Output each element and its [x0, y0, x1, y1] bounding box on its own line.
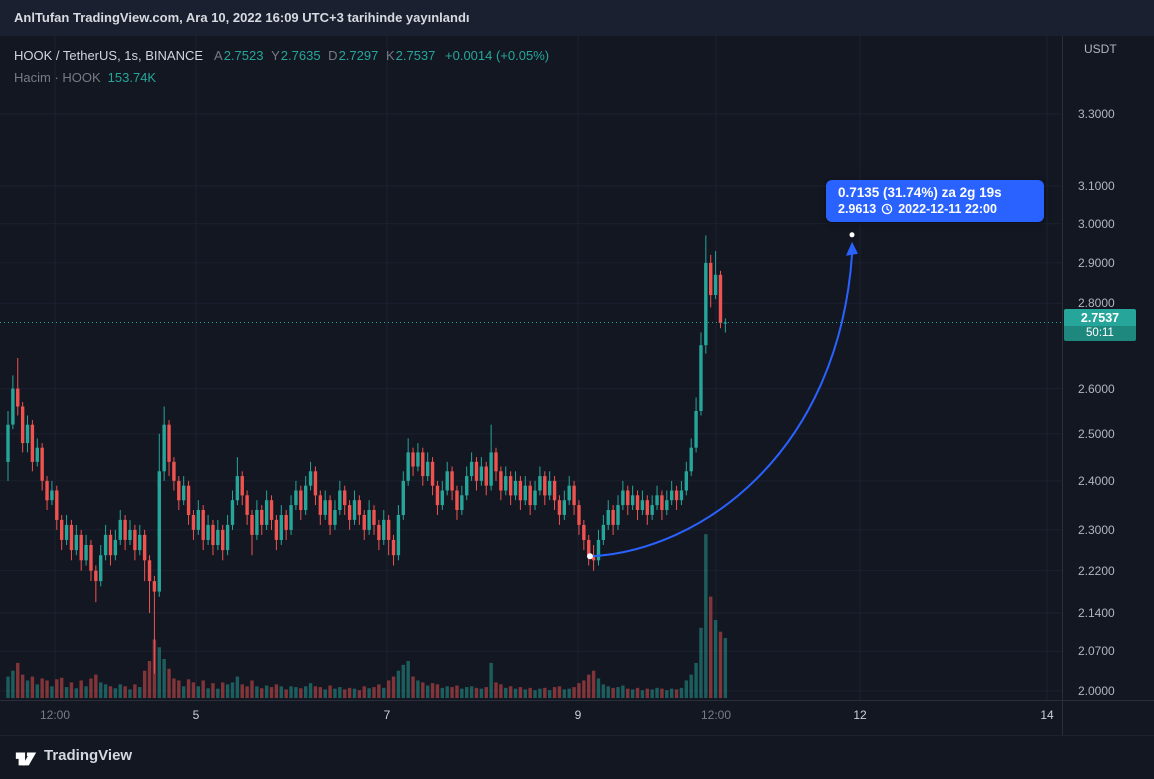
price-axis-label: 3.0000 [1078, 217, 1115, 231]
footer: TradingView [0, 735, 1154, 779]
price-axis-label: 2.3000 [1078, 523, 1115, 537]
high-value: 2.7635 [280, 47, 321, 63]
projection-callout[interactable]: 0.7135 (31.74%) za 2g 19s 2.9613 2022-12… [826, 180, 1044, 222]
projection-arrow[interactable] [587, 232, 858, 560]
price-axis-separator [1062, 36, 1063, 735]
time-axis-label: 12:00 [39, 708, 71, 722]
symbol-legend-row[interactable]: HOOK / TetherUS, 1s, BINANCE A2.7523 Y2.… [14, 45, 549, 65]
price-axis-currency: USDT [1084, 42, 1117, 56]
candles-layer [6, 235, 728, 674]
volume-legend-row[interactable]: Hacim · HOOK 153.74K [14, 67, 549, 87]
price-axis-label: 2.4000 [1078, 474, 1115, 488]
volume-value: 153.74K [107, 69, 157, 85]
time-axis-label: 12 [853, 708, 867, 722]
change-value: +0.0014 (+0.05%) [445, 47, 550, 63]
time-axis-label: 7 [383, 708, 391, 722]
price-axis-label: 2.0700 [1078, 644, 1115, 658]
high-letter: Y [271, 47, 280, 63]
low-letter: D [328, 47, 338, 63]
volume-layer [6, 534, 728, 698]
symbol-title: HOOK / TetherUS, 1s, BINANCE [14, 47, 204, 63]
price-axis[interactable]: 3.3000 3.1000 3.0000 2.9000 2.8000 2.6000 2.50… [1062, 36, 1154, 700]
low-value: 2.7297 [338, 47, 379, 63]
price-axis-label: 3.1000 [1078, 179, 1115, 193]
time-axis[interactable]: 12:00 5 7 9 12:00 12 14 [0, 700, 1154, 735]
price-axis-label: 2.1400 [1078, 606, 1115, 620]
time-axis-separator [0, 700, 1154, 701]
last-price-value: 2.7537 [1080, 311, 1120, 325]
volume-label: Hacim · HOOK [14, 69, 101, 85]
grid-layer [0, 36, 1062, 700]
projection-target-price: 2.9613 [838, 202, 877, 216]
time-axis-label: 5 [192, 708, 200, 722]
price-axis-label: 2.5000 [1078, 427, 1115, 441]
price-axis-label: 3.3000 [1078, 107, 1115, 121]
tradingview-wordmark[interactable]: TradingView [44, 747, 133, 764]
price-axis-label: 2.6000 [1078, 382, 1115, 396]
time-axis-label: 9 [574, 708, 582, 722]
clock-icon [881, 203, 893, 215]
open-value: 2.7523 [223, 47, 264, 63]
chart-legend: HOOK / TetherUS, 1s, BINANCE A2.7523 Y2.… [14, 45, 549, 87]
projection-target-datetime: 2022-12-11 22:00 [898, 202, 997, 216]
open-letter: A [214, 47, 223, 63]
close-letter: K [385, 47, 395, 63]
time-axis-label: 14 [1040, 708, 1054, 722]
projection-change-text: 0.7135 (31.74%) za 2g 19s [838, 185, 1002, 200]
published-bar: AnlTufan TradingView.com, Ara 10, 2022 1… [0, 0, 1154, 36]
candle-countdown: 50:11 [1064, 326, 1136, 341]
time-axis-label: 12:00 [700, 708, 732, 722]
tradingview-logo-icon[interactable] [14, 746, 38, 770]
last-price-badge: 2.7537 50:11 [1064, 309, 1136, 341]
published-text: AnlTufan TradingView.com, Ara 10, 2022 1… [14, 10, 470, 25]
price-axis-label: 2.9000 [1078, 256, 1115, 270]
price-axis-label: 2.0000 [1078, 684, 1115, 698]
price-axis-label: 2.2200 [1078, 564, 1115, 578]
price-axis-label: 2.8000 [1078, 296, 1115, 310]
close-value: 2.7537 [395, 47, 436, 63]
